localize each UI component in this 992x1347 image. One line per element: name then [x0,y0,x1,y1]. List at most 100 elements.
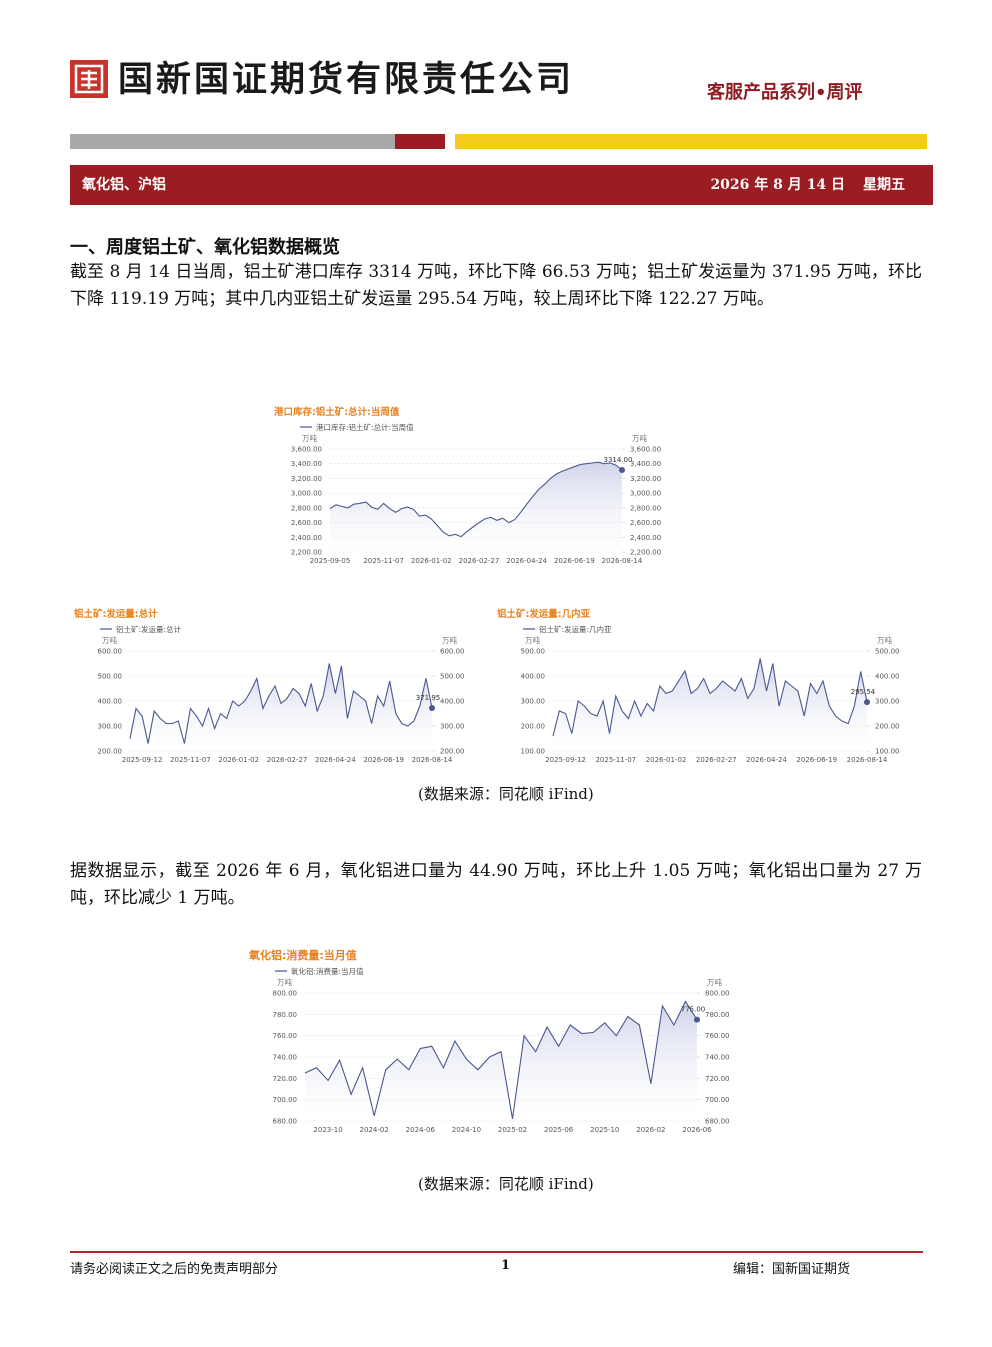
y2-tick-label: 100.00 [875,748,900,756]
y-tick-label: 300.00 [98,723,123,731]
y-tick-label: 500.00 [521,648,546,656]
x-tick-label: 2026-08-14 [847,756,888,764]
y-tick-label: 3,000.00 [291,490,322,498]
banner: 氧化铝、沪铝 2026 年 8 月 14 日 星期五 [70,165,933,205]
company-name: 国新国证期货有限责任公司 [118,60,575,100]
date: 2026 年 8 月 14 日 [710,177,845,193]
x-tick-label: 2026-02-27 [696,756,737,764]
y2-tick-label: 2,800.00 [630,504,661,512]
x-tick-label: 2026-04-24 [315,756,356,764]
source-note: (数据来源：同花顺 iFind) [418,1175,594,1193]
y2-tick-label: 2,200.00 [630,549,661,557]
y2-tick-label: 3,200.00 [630,475,661,483]
y2-tick-label: 400.00 [875,673,900,681]
x-tick-label: 2025-06 [544,1126,574,1134]
page-number: 1 [501,1258,511,1273]
y-tick-label: 500.00 [98,673,123,681]
logo-mark [74,64,104,94]
point-marker [619,467,625,474]
deco-bar [395,134,445,149]
paragraph: 截至 8 月 14 日当周，铝土矿港口库存 3314 万吨，环比下降 66.53… [70,262,922,309]
value-label: 371.95 [416,694,441,702]
legend-label: 港口库存:铝土矿:总计:当周值 [316,422,414,432]
y-tick-label: 300.00 [521,698,546,706]
y-unit: 万吨 [302,433,317,443]
deco-bar [455,134,927,149]
y2-tick-label: 200.00 [875,723,900,731]
y-tick-label: 3,600.00 [291,446,322,454]
x-tick-label: 2026-06-19 [363,756,404,764]
logo-frame [74,64,104,94]
y2-unit: 万吨 [442,635,457,645]
x-tick-label: 2025-11-07 [363,557,404,565]
x-tick-label: 2024-02 [360,1126,389,1134]
y-tick-label: 740.00 [273,1054,298,1062]
deco-bar [70,134,445,149]
section-heading: 一、周度铝土矿、氧化铝数据概览 [70,237,340,258]
y2-unit: 万吨 [632,433,647,443]
x-tick-label: 2024-06 [406,1126,436,1134]
y2-tick-label: 500.00 [875,648,900,656]
y-tick-label: 720.00 [273,1075,298,1083]
value-label: 295.54 [851,688,876,696]
point-marker [429,705,435,712]
y-tick-label: 680.00 [273,1118,298,1126]
weekday: 星期五 [863,177,905,193]
x-tick-label: 2026-06-19 [554,557,595,565]
chart-title: 港口库存:铝土矿:总计:当周值 [274,406,400,418]
legend-label: 氧化铝:消费量:当月值 [291,966,364,976]
y2-tick-label: 800.00 [705,990,730,998]
y-unit: 万吨 [102,635,117,645]
x-tick-label: 2025-11-07 [595,756,636,764]
x-tick-label: 2026-02 [636,1126,665,1134]
y-unit: 万吨 [525,635,540,645]
y2-tick-label: 700.00 [705,1096,730,1104]
footer-rule [70,1251,923,1253]
y-tick-label: 400.00 [98,698,123,706]
line [329,461,623,538]
x-tick-label: 2026-02-27 [267,756,308,764]
editor: 编辑：国新国证期货 [733,1262,851,1277]
x-tick-label: 2025-02 [498,1126,527,1134]
line [129,663,433,744]
y2-tick-label: 2,600.00 [630,519,661,527]
y-tick-label: 100.00 [521,748,546,756]
x-tick-label: 2026-01-02 [218,756,259,764]
y2-tick-label: 600.00 [440,648,465,656]
topic: 氧化铝、沪铝 [82,177,166,193]
line [304,1000,698,1119]
y-tick-label: 2,600.00 [291,519,322,527]
x-tick-label: 2024-10 [452,1126,481,1134]
x-tick-label: 2026-06 [682,1126,712,1134]
y-tick-label: 780.00 [273,1011,298,1019]
x-tick-label: 2026-08-14 [412,756,453,764]
area [553,658,867,751]
source-note: (数据来源：同花顺 iFind) [418,785,594,803]
y2-tick-label: 300.00 [875,698,900,706]
y2-tick-label: 500.00 [440,673,465,681]
x-tick-label: 2025-09-12 [122,756,163,764]
x-tick-label: 2026-08-14 [602,557,643,565]
y2-tick-label: 3,400.00 [630,460,661,468]
logo [70,60,108,98]
y-tick-label: 2,800.00 [291,504,322,512]
x-tick-label: 2026-06-19 [796,756,837,764]
point-marker [864,699,870,706]
legend-label: 铝土矿:发运量:总计 [116,624,182,634]
y2-unit: 万吨 [877,635,892,645]
area [305,1001,697,1121]
x-tick-label: 2025-09-05 [310,557,351,565]
point-marker [694,1016,700,1023]
chart-title: 铝土矿:发运量:几内亚 [497,608,591,620]
x-tick-label: 2023-10 [313,1126,342,1134]
chart-title: 铝土矿:发运量:总计 [74,608,158,620]
x-tick-label: 2026-02-27 [459,557,500,565]
legend-label: 铝土矿:发运量:几内亚 [539,624,612,634]
series-label: 客服产品系列•周评 [707,82,863,103]
y-tick-label: 3,200.00 [291,475,322,483]
